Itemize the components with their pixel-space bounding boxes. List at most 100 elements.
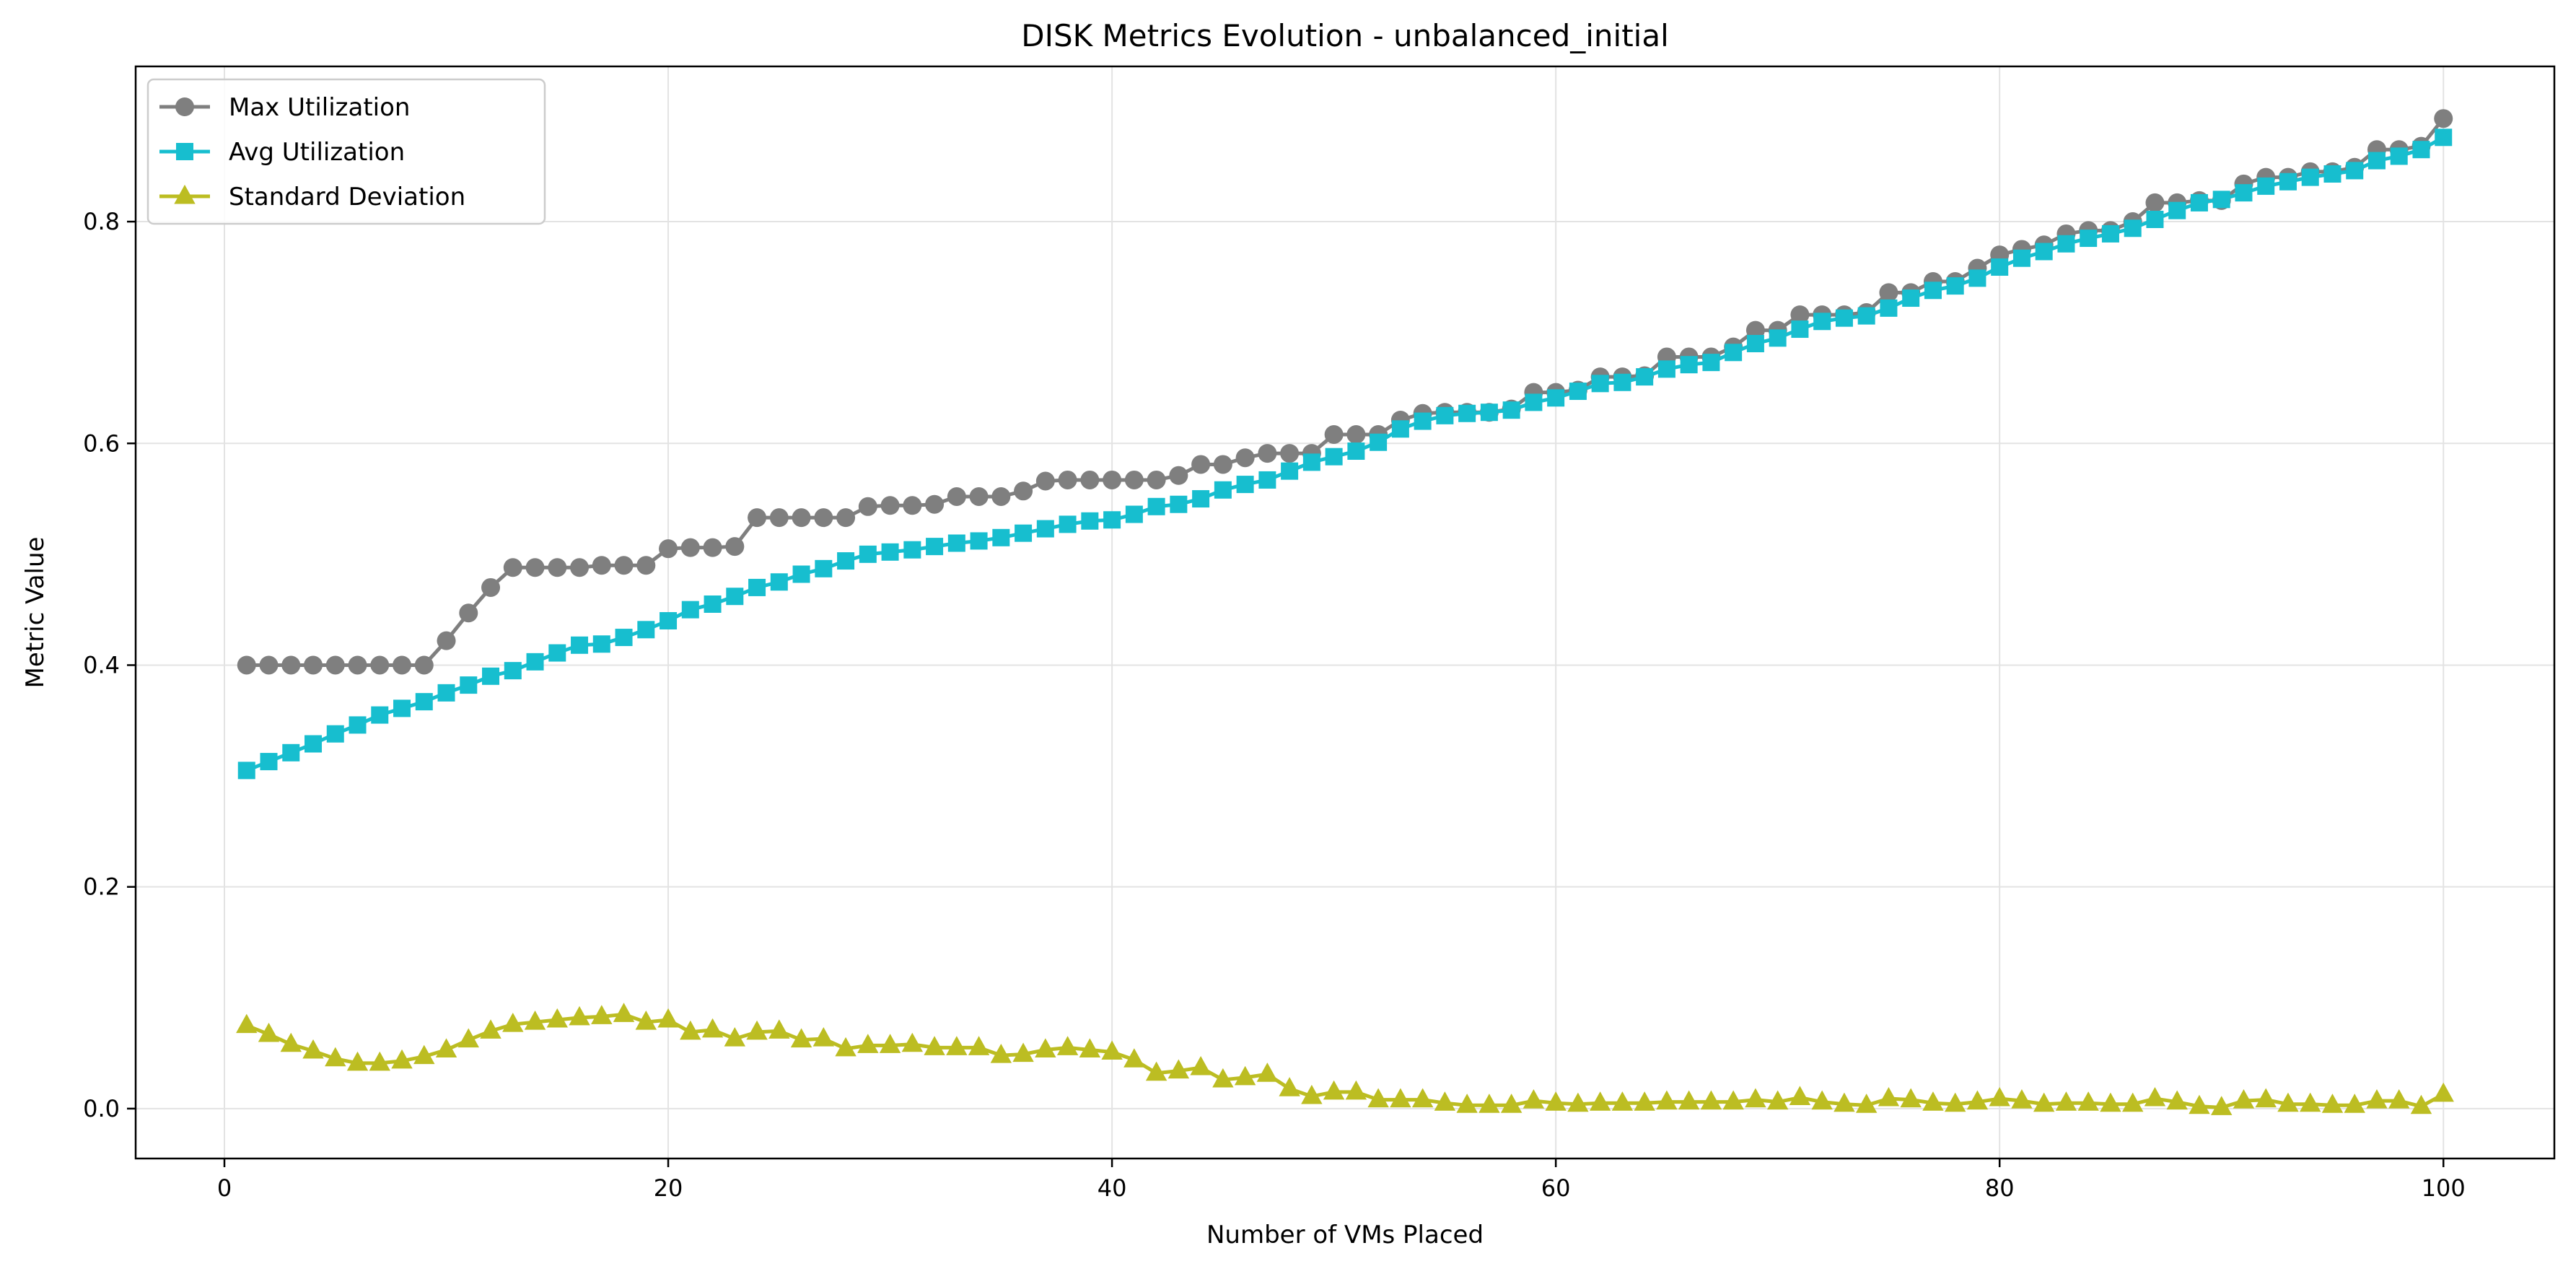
avg-utilization-point	[615, 629, 633, 647]
avg-utilization-point	[1880, 299, 1898, 317]
avg-utilization-point	[660, 612, 678, 630]
avg-utilization-line	[245, 136, 2445, 772]
standard-deviation-point	[2033, 1092, 2055, 1112]
series-standard-deviation	[236, 1003, 2454, 1115]
standard-deviation-point	[1966, 1090, 1989, 1110]
legend-box	[146, 78, 546, 225]
x-tick-label: 80	[1985, 1174, 2015, 1202]
standard-deviation-point	[1301, 1084, 1323, 1104]
standard-deviation-point	[435, 1038, 457, 1057]
avg-utilization-point	[726, 588, 744, 606]
max-utilization-point	[259, 655, 279, 675]
standard-deviation-point	[1101, 1040, 1123, 1060]
standard-deviation-point	[1478, 1094, 1500, 1113]
avg-utilization-point	[1924, 282, 1942, 300]
standard-deviation-point	[1656, 1090, 1678, 1110]
avg-utilization-point	[349, 716, 367, 734]
axis-ticks: 0 20 40 60 80 100 0.0 0.2 0.4 0.6 0.8	[83, 208, 2466, 1202]
avg-utilization-point	[1258, 471, 1276, 489]
avg-utilization-point	[1436, 406, 1454, 424]
standard-deviation-point	[1789, 1086, 1811, 1106]
y-tick-label: 0.2	[83, 873, 120, 901]
max-utilization-point	[437, 631, 456, 650]
avg-utilization-point	[571, 636, 589, 654]
standard-deviation-point	[990, 1044, 1012, 1063]
avg-utilization-point	[2346, 162, 2364, 180]
standard-deviation-point	[1056, 1036, 1079, 1055]
avg-utilization-point	[592, 635, 610, 653]
avg-utilization-point	[1857, 307, 1875, 325]
standard-deviation-point	[901, 1032, 924, 1052]
standard-deviation-point	[1079, 1038, 1101, 1057]
avg-utilization-point	[504, 662, 522, 680]
standard-deviation-point	[2410, 1094, 2432, 1114]
avg-utilization-point	[2146, 210, 2164, 228]
standard-deviation-point	[812, 1027, 835, 1047]
standard-deviation-point	[1900, 1088, 1922, 1108]
standard-deviation-point	[1345, 1080, 1367, 1100]
max-utilization-point	[1235, 448, 1255, 468]
max-utilization-point	[481, 577, 501, 597]
avg-utilization-point	[1281, 462, 1299, 480]
avg-utilization-point	[1547, 389, 1565, 407]
standard-deviation-point	[657, 1008, 679, 1028]
standard-deviation-point	[790, 1028, 812, 1048]
avg-utilization-point	[2412, 141, 2430, 159]
max-utilization-point	[370, 655, 390, 675]
max-utilization-point	[836, 508, 856, 528]
standard-deviation-point	[1922, 1091, 1944, 1111]
standard-deviation-point	[1411, 1088, 1434, 1108]
standard-deviation-point	[2166, 1090, 2188, 1110]
max-utilization-point	[525, 558, 545, 577]
standard-deviation-point	[1834, 1092, 1855, 1112]
avg-utilization-point	[1125, 505, 1143, 523]
max-utilization-point	[636, 556, 656, 575]
max-utilization-point	[1103, 470, 1122, 489]
standard-deviation-point	[258, 1022, 280, 1042]
max-utilization-point	[1147, 470, 1166, 489]
standard-deviation-point	[1811, 1090, 1833, 1110]
standard-deviation-point	[1234, 1065, 1256, 1086]
standard-deviation-point	[1545, 1091, 1567, 1111]
legend-marker-avg-utilization	[176, 143, 193, 160]
avg-utilization-point	[2080, 230, 2098, 248]
standard-deviation-point	[968, 1036, 990, 1055]
avg-utilization-point	[2124, 219, 2142, 237]
avg-utilization-point	[371, 706, 389, 724]
standard-deviation-point	[236, 1013, 258, 1034]
x-tick-label: 100	[2422, 1174, 2466, 1202]
standard-deviation-point	[1256, 1063, 1279, 1082]
series-avg-utilization	[237, 128, 2453, 780]
max-utilization-point	[725, 537, 745, 557]
avg-utilization-point	[770, 573, 788, 591]
max-utilization-point	[1169, 466, 1188, 485]
x-tick-label: 0	[217, 1174, 232, 1202]
y-axis-label: Metric Value	[21, 537, 50, 689]
avg-utilization-point	[1325, 448, 1343, 466]
avg-utilization-point	[1170, 495, 1188, 513]
avg-utilization-point	[1147, 497, 1165, 515]
standard-deviation-point	[1567, 1092, 1589, 1112]
avg-utilization-point	[282, 743, 300, 762]
max-utilization-point	[592, 556, 611, 575]
standard-deviation-point	[569, 1005, 590, 1026]
x-tick-label: 60	[1541, 1174, 1571, 1202]
avg-utilization-point	[2367, 152, 2386, 170]
standard-deviation-point	[2055, 1091, 2077, 1111]
standard-deviation-point	[391, 1049, 413, 1069]
x-axis-label: Number of VMs Placed	[1206, 1221, 1484, 1249]
standard-deviation-point	[325, 1047, 346, 1067]
avg-utilization-point	[2323, 165, 2341, 183]
standard-deviation-point	[302, 1039, 324, 1059]
avg-utilization-point	[1636, 368, 1654, 386]
max-utilization-point	[459, 603, 478, 623]
avg-utilization-point	[326, 725, 344, 743]
max-utilization-point	[1790, 305, 1810, 325]
avg-utilization-point	[2101, 224, 2119, 243]
avg-utilization-point	[947, 534, 965, 552]
max-utilization-point	[1879, 283, 1898, 302]
max-utilization-point	[925, 494, 945, 514]
standard-deviation-point	[1390, 1088, 1411, 1108]
avg-utilization-point	[1059, 515, 1077, 533]
max-utilization-point	[991, 487, 1011, 506]
